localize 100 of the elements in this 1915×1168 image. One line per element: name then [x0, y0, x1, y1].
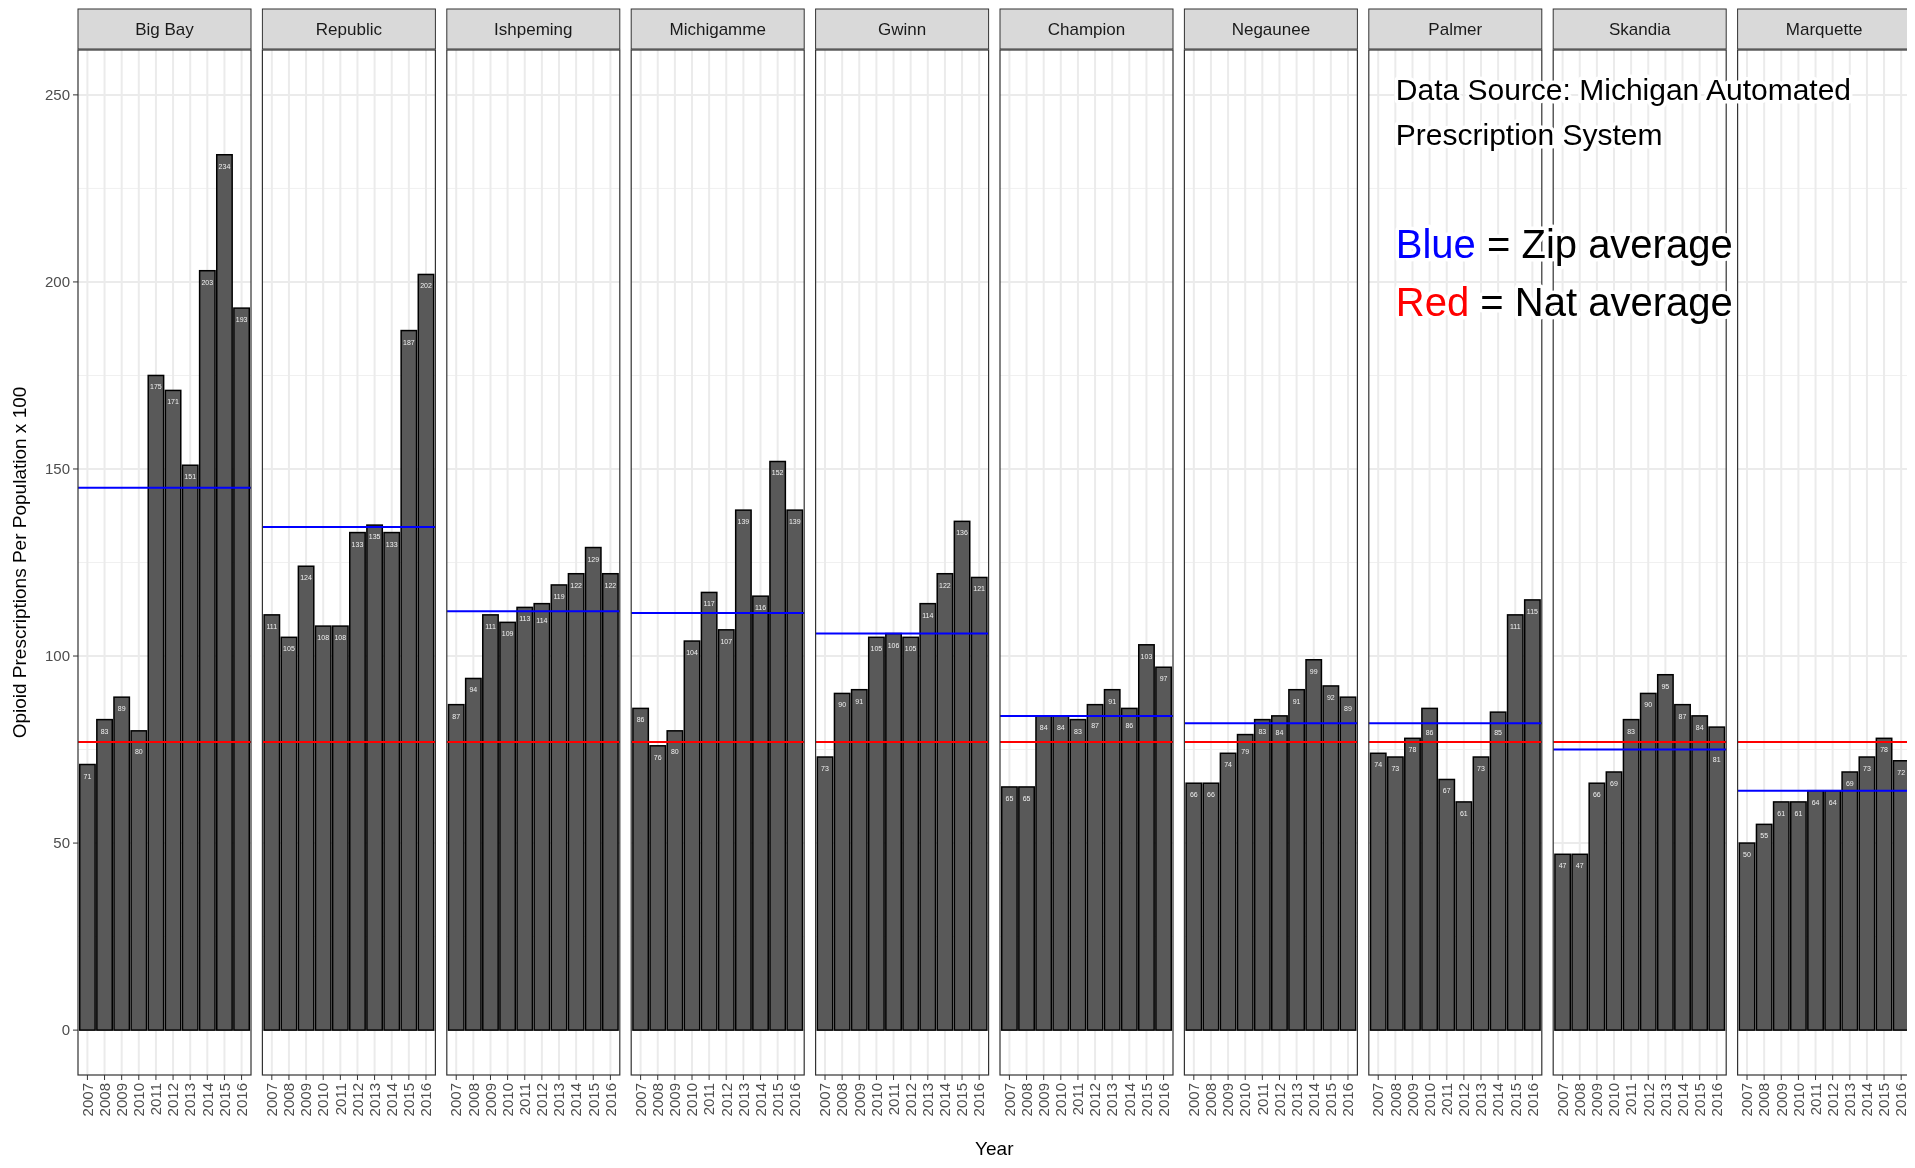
y-axis-title: Opioid Prescriptions Per Population x 100 [9, 386, 30, 739]
y-tick-label: 100 [44, 647, 70, 665]
x-tick-label: 2010 [498, 1083, 516, 1117]
x-tick-label: 2011 [1806, 1083, 1824, 1116]
x-tick-label: 2009 [1034, 1083, 1052, 1117]
x-tick-label: 2011 [700, 1083, 718, 1116]
x-tick-label: 2008 [1755, 1083, 1773, 1117]
x-tick-label: 2008 [1017, 1083, 1035, 1117]
x-tick-label: 2013 [1472, 1083, 1490, 1117]
x-tick-label: 2015 [1875, 1083, 1893, 1117]
x-tick-label: 2015 [400, 1083, 418, 1117]
x-tick-label: 2010 [1420, 1083, 1438, 1117]
x-tick-label: 2016 [601, 1083, 619, 1117]
x-tick-label: 2008 [95, 1083, 113, 1117]
x-tick-label: 2012 [533, 1083, 551, 1117]
x-tick-label: 2011 [147, 1083, 165, 1116]
x-tick-label: 2014 [1120, 1083, 1138, 1117]
x-tick-label: 2012 [1086, 1083, 1104, 1117]
x-tick-label: 2016 [417, 1083, 435, 1117]
x-tick-label: 2016 [1523, 1083, 1541, 1117]
x-tick-label: 2013 [1841, 1083, 1859, 1117]
x-tick-label: 2007 [1000, 1083, 1018, 1117]
x-tick-label: 2011 [1253, 1083, 1271, 1116]
x-tick-label: 2009 [481, 1083, 499, 1117]
x-tick-label: 2013 [734, 1083, 752, 1117]
x-tick-label: 2010 [683, 1083, 701, 1117]
chart-title: Champion [1047, 20, 1126, 39]
x-tick-label: 2008 [280, 1083, 298, 1117]
x-tick-label: 2015 [1690, 1083, 1708, 1117]
x-tick-label: 2011 [331, 1083, 349, 1116]
x-tick-label: 2014 [382, 1083, 400, 1117]
x-tick-label: 2015 [768, 1083, 786, 1117]
x-tick-label: 2010 [1236, 1083, 1254, 1117]
x-tick-label: 2012 [1455, 1083, 1473, 1117]
x-tick-label: 2016 [970, 1083, 988, 1117]
x-tick-label: 2007 [816, 1083, 834, 1117]
x-tick-label: 2009 [297, 1083, 315, 1117]
x-tick-label: 2007 [1185, 1083, 1203, 1117]
x-tick-label: 2016 [232, 1083, 250, 1117]
chart-title: Negaunee [1231, 20, 1311, 39]
chart-title: Big Bay [135, 20, 195, 39]
x-tick-label: 2013 [919, 1083, 937, 1117]
x-tick-label: 2014 [936, 1083, 954, 1117]
x-tick-label: 2007 [263, 1083, 281, 1117]
x-tick-label: 2013 [181, 1083, 199, 1117]
x-tick-label: 2009 [1219, 1083, 1237, 1117]
x-axis-title: Year [975, 1138, 1015, 1159]
y-tick-label: 250 [44, 86, 70, 104]
x-tick-label: 2015 [953, 1083, 971, 1117]
x-tick-label: 2010 [1605, 1083, 1623, 1117]
x-tick-label: 2010 [130, 1083, 148, 1117]
x-tick-label: 2014 [198, 1083, 216, 1117]
x-tick-label: 2010 [1789, 1083, 1807, 1117]
chart-title: Republic [315, 20, 383, 39]
x-tick-label: 2008 [649, 1083, 666, 1117]
x-tick-label: 2007 [1553, 1083, 1571, 1117]
x-tick-label: 2007 [1738, 1083, 1756, 1117]
x-tick-label: 2012 [717, 1083, 735, 1117]
x-tick-label: 2009 [850, 1083, 868, 1117]
x-tick-label: 2012 [348, 1083, 366, 1117]
x-tick-label: 2010 [314, 1083, 332, 1117]
x-tick-label: 2008 [1571, 1083, 1588, 1117]
x-tick-label: 2011 [515, 1083, 533, 1116]
x-tick-label: 2007 [631, 1083, 649, 1117]
x-tick-label: 2014 [1489, 1083, 1507, 1117]
x-tick-label: 2010 [1052, 1083, 1070, 1117]
x-tick-label: 2014 [751, 1083, 769, 1117]
y-tick-label: 50 [53, 834, 70, 852]
chart-title: Palmer [1428, 20, 1483, 39]
x-tick-label: 2015 [215, 1083, 233, 1117]
x-tick-label: 2007 [447, 1083, 465, 1117]
chart-title: Skandia [1608, 20, 1671, 39]
x-tick-label: 2014 [1673, 1083, 1691, 1117]
x-tick-label: 2009 [666, 1083, 684, 1117]
x-tick-label: 2016 [1892, 1083, 1910, 1117]
x-tick-label: 2014 [567, 1083, 585, 1117]
x-tick-label: 2012 [1270, 1083, 1288, 1117]
x-tick-label: 2016 [786, 1083, 804, 1117]
x-tick-label: 2011 [1069, 1083, 1087, 1116]
x-tick-label: 2009 [1588, 1083, 1606, 1117]
x-tick-label: 2012 [164, 1083, 182, 1117]
x-tick-label: 2013 [365, 1083, 383, 1117]
x-tick-label: 2013 [1287, 1083, 1305, 1117]
x-tick-label: 2015 [584, 1083, 602, 1117]
chart-title: Gwinn [878, 20, 927, 39]
x-tick-label: 2015 [1137, 1083, 1155, 1117]
chart-title: Michigamme [669, 20, 766, 39]
x-tick-label: 2011 [1437, 1083, 1455, 1116]
x-tick-label: 2013 [550, 1083, 568, 1117]
x-tick-label: 2008 [833, 1083, 851, 1117]
x-tick-label: 2014 [1304, 1083, 1322, 1117]
x-tick-label: 2011 [884, 1083, 902, 1116]
x-tick-label: 2010 [867, 1083, 885, 1117]
x-tick-label: 2007 [78, 1083, 96, 1117]
y-tick-label: 200 [44, 273, 70, 291]
x-tick-label: 2009 [112, 1083, 130, 1117]
x-tick-label: 2012 [1639, 1083, 1657, 1117]
x-tick-label: 2009 [1772, 1083, 1790, 1117]
x-tick-label: 2012 [1823, 1083, 1841, 1117]
y-tick-label: 150 [44, 460, 70, 478]
